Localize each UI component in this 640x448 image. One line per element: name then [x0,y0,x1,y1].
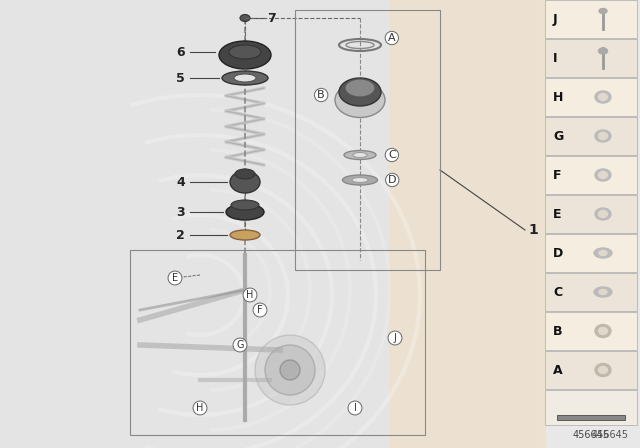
Ellipse shape [230,230,260,240]
Text: 1: 1 [528,223,538,237]
Text: H: H [553,90,563,103]
Text: A: A [388,33,396,43]
Text: 4: 4 [176,176,185,189]
Text: 7: 7 [267,12,276,25]
Ellipse shape [219,41,271,69]
Bar [545,273,637,311]
Text: 6: 6 [177,46,185,59]
Ellipse shape [598,94,607,100]
Bar [545,312,637,350]
Ellipse shape [342,175,378,185]
Text: D: D [388,175,397,185]
Ellipse shape [598,172,607,178]
Bar [545,117,637,155]
Ellipse shape [595,363,611,376]
Text: I: I [553,52,557,65]
Text: B: B [317,90,325,100]
Ellipse shape [345,79,375,97]
Ellipse shape [595,91,611,103]
Text: 456645: 456645 [591,430,628,440]
Ellipse shape [222,71,268,85]
Ellipse shape [599,9,607,13]
Ellipse shape [229,45,261,59]
Bar [545,0,637,38]
Text: G: G [236,340,244,350]
Ellipse shape [598,48,607,54]
Ellipse shape [595,169,611,181]
Text: D: D [553,246,563,259]
Ellipse shape [280,360,300,380]
Ellipse shape [594,248,612,258]
Bar [545,351,637,389]
Ellipse shape [240,14,250,22]
Text: 3: 3 [177,206,185,219]
Ellipse shape [594,287,612,297]
Text: G: G [553,129,563,142]
Text: H: H [196,403,204,413]
Text: H: H [246,290,253,300]
Ellipse shape [344,151,376,159]
Ellipse shape [335,82,385,117]
Bar [0,0,535,448]
Ellipse shape [226,204,264,220]
Ellipse shape [339,78,381,106]
Text: 2: 2 [176,228,185,241]
Ellipse shape [255,335,325,405]
Text: I: I [353,403,356,413]
Ellipse shape [598,133,607,139]
Ellipse shape [598,366,607,374]
Ellipse shape [265,345,315,395]
Bar [545,39,637,77]
Ellipse shape [598,211,607,217]
Bar [545,234,637,272]
Text: C: C [553,285,562,298]
Bar [545,390,637,425]
Ellipse shape [595,130,611,142]
Polygon shape [557,415,625,420]
Text: C: C [388,150,396,160]
Ellipse shape [235,169,255,179]
Ellipse shape [230,171,260,193]
Ellipse shape [231,200,259,210]
Ellipse shape [352,177,368,182]
Ellipse shape [595,208,611,220]
Text: J: J [553,13,557,26]
Bar [295,10,440,270]
Text: A: A [553,363,563,376]
Text: F: F [553,168,561,181]
Ellipse shape [599,250,607,255]
Bar [545,195,637,233]
Bar [545,78,637,116]
Ellipse shape [599,289,607,294]
Text: E: E [553,207,561,220]
Text: B: B [553,324,563,337]
Text: E: E [172,273,178,283]
Text: J: J [394,333,396,343]
Ellipse shape [598,327,607,335]
Text: 456645: 456645 [573,430,609,440]
Bar [545,156,637,194]
Ellipse shape [595,324,611,337]
Text: F: F [257,305,263,315]
Ellipse shape [353,152,367,158]
Bar [130,250,425,435]
Text: 5: 5 [176,72,185,85]
Bar [390,0,545,448]
Ellipse shape [234,74,256,82]
